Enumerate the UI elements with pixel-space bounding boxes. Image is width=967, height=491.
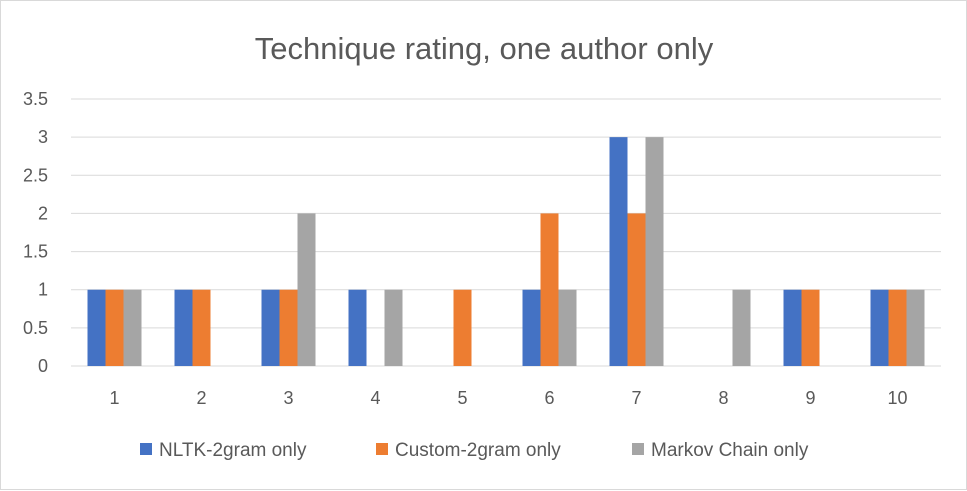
- legend-label: Markov Chain only: [651, 440, 809, 461]
- bar: [906, 289, 925, 366]
- bar: [558, 289, 577, 366]
- chart-title: Technique rating, one author only: [255, 31, 714, 66]
- bar: [279, 289, 298, 366]
- legend-swatch: [632, 443, 644, 455]
- bar: [297, 213, 316, 366]
- bar: [783, 289, 802, 366]
- y-axis-ticks: 0 0.5 1 1.5 2 2.5 3 3.5: [23, 89, 48, 376]
- gridlines: [71, 98, 941, 367]
- bar: [105, 289, 124, 366]
- bars: [87, 137, 925, 366]
- bar: [348, 289, 367, 366]
- x-tick-label: 3: [283, 388, 293, 408]
- x-tick-label: 4: [370, 388, 380, 408]
- bar: [540, 213, 559, 366]
- y-tick-label: 2.5: [23, 165, 48, 185]
- bar: [732, 289, 751, 366]
- legend-label: NLTK-2gram only: [159, 440, 307, 461]
- bar: [87, 289, 106, 366]
- bar: [174, 289, 193, 366]
- bar: [261, 289, 280, 366]
- bar: [870, 289, 889, 366]
- x-tick-label: 2: [196, 388, 206, 408]
- bar: [888, 289, 907, 366]
- y-tick-label: 0.5: [23, 318, 48, 338]
- x-axis-ticks: 1 2 3 4 5 6 7 8 9 10: [109, 388, 907, 408]
- legend-swatch: [140, 443, 152, 455]
- bar: [453, 289, 472, 366]
- legend-swatch: [376, 443, 388, 455]
- y-tick-label: 3.5: [23, 89, 48, 109]
- bar: [627, 213, 646, 366]
- x-tick-label: 1: [109, 388, 119, 408]
- legend: NLTK-2gram only Custom-2gram only Markov C…: [140, 440, 809, 461]
- bar: [801, 289, 820, 366]
- bar: [123, 289, 142, 366]
- bar: [192, 289, 211, 366]
- x-tick-label: 9: [805, 388, 815, 408]
- x-tick-label: 5: [457, 388, 467, 408]
- legend-label: Custom-2gram only: [395, 440, 561, 461]
- y-tick-label: 3: [38, 127, 48, 147]
- x-tick-label: 10: [887, 388, 907, 408]
- y-tick-label: 0: [38, 356, 48, 376]
- bar: [384, 289, 403, 366]
- x-tick-label: 6: [544, 388, 554, 408]
- y-tick-label: 1: [38, 280, 48, 300]
- y-tick-label: 1.5: [23, 242, 48, 262]
- x-tick-label: 8: [718, 388, 728, 408]
- bar: [522, 289, 541, 366]
- x-tick-label: 7: [631, 388, 641, 408]
- bar: [645, 137, 664, 366]
- bar: [609, 137, 628, 366]
- y-tick-label: 2: [38, 203, 48, 223]
